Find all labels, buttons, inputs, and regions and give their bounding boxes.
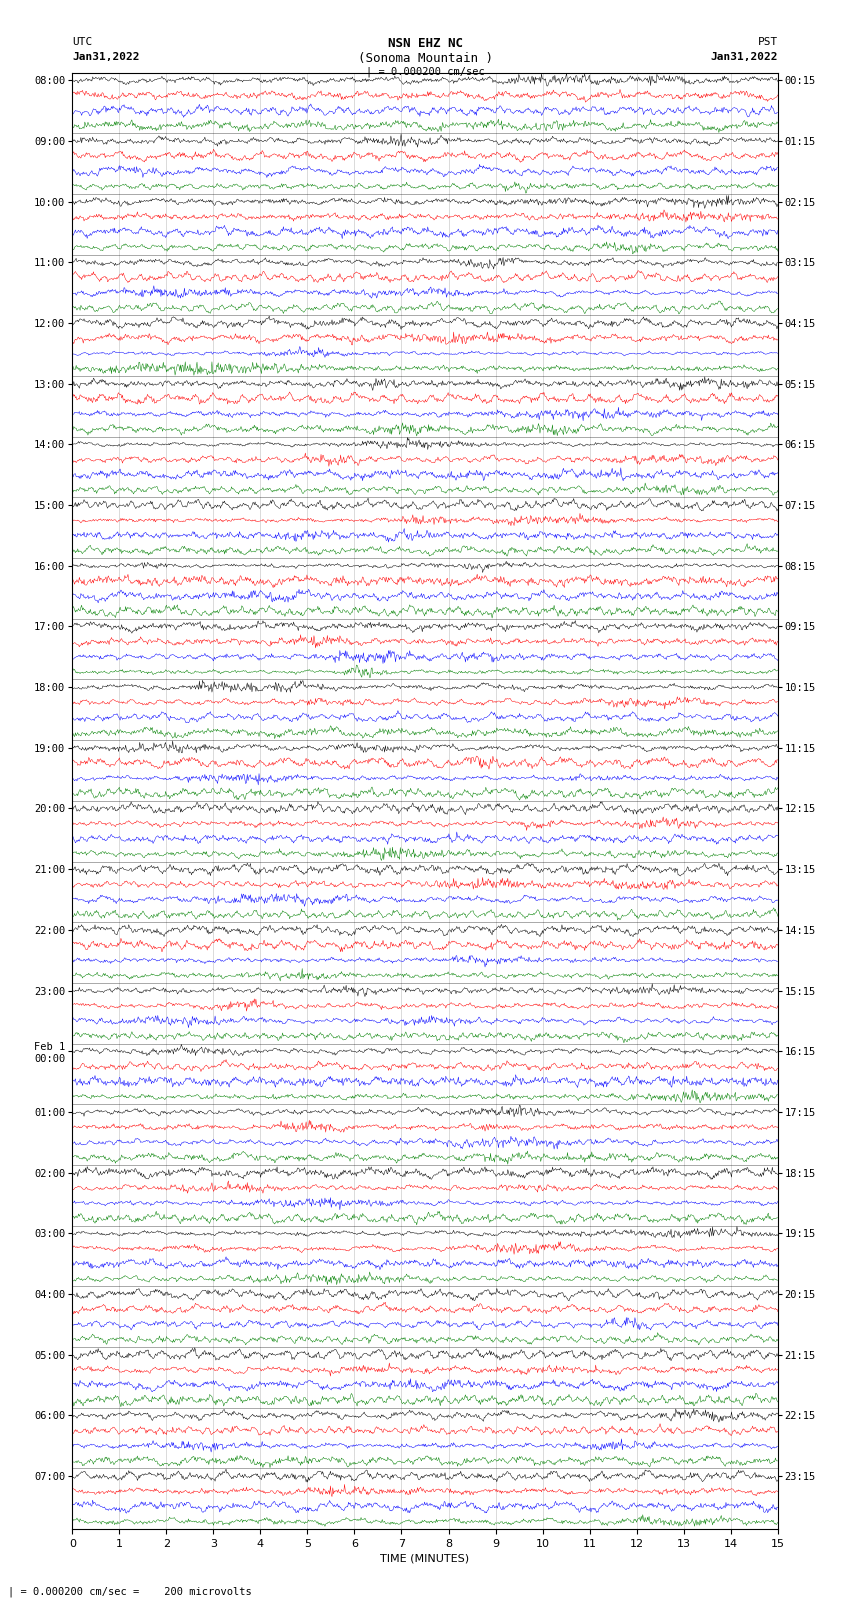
Text: PST: PST — [757, 37, 778, 47]
Text: NSN EHZ NC: NSN EHZ NC — [388, 37, 462, 50]
Text: Jan31,2022: Jan31,2022 — [72, 52, 139, 61]
Text: Jan31,2022: Jan31,2022 — [711, 52, 778, 61]
Text: | = 0.000200 cm/sec: | = 0.000200 cm/sec — [366, 66, 484, 77]
X-axis label: TIME (MINUTES): TIME (MINUTES) — [381, 1553, 469, 1563]
Text: UTC: UTC — [72, 37, 93, 47]
Text: | = 0.000200 cm/sec =    200 microvolts: | = 0.000200 cm/sec = 200 microvolts — [8, 1586, 252, 1597]
Text: (Sonoma Mountain ): (Sonoma Mountain ) — [358, 52, 492, 65]
